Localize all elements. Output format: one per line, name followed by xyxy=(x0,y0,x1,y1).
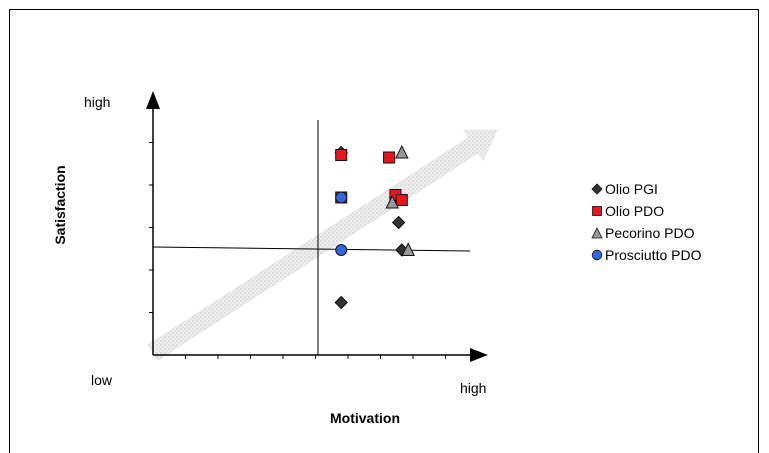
legend-label: Prosciutto PDO xyxy=(605,247,702,263)
x-axis-title: Motivation xyxy=(330,410,400,426)
point-prosciutto-pdo xyxy=(335,244,348,256)
legend-item-prosciutto-pdo: Prosciutto PDO xyxy=(591,244,701,266)
trend-arrow xyxy=(147,129,498,361)
x-axis-arrowhead xyxy=(470,348,488,362)
legend-label: Pecorino PDO xyxy=(605,225,695,241)
legend-label: Olio PDO xyxy=(605,203,665,219)
legend-marker-circle xyxy=(591,249,603,261)
quadrant-horizontal-line xyxy=(152,246,471,252)
point-prosciutto-pdo xyxy=(335,191,348,204)
legend-item-pecorino-pdo: Pecorino PDO xyxy=(591,222,701,244)
y-axis-arrowhead xyxy=(146,91,160,109)
x-axis-high-label: high xyxy=(460,380,487,396)
point-pecorino-pdo xyxy=(401,242,416,256)
y-axis-title: Satisfaction xyxy=(52,165,68,245)
legend-item-olio-pgi: Olio PGI xyxy=(591,178,701,200)
point-olio-pgi xyxy=(391,215,406,230)
legend-marker-triangle xyxy=(591,227,603,239)
legend-item-olio-pdo: Olio PDO xyxy=(591,200,701,222)
legend-label: Olio PGI xyxy=(605,181,658,197)
chart-frame xyxy=(9,9,759,453)
legend-marker-square xyxy=(592,206,602,216)
point-pecorino-pdo xyxy=(395,144,409,159)
point-olio-pdo xyxy=(383,151,396,164)
point-olio-pdo xyxy=(395,194,408,206)
legend-marker-diamond xyxy=(591,183,603,195)
point-olio-pdo xyxy=(335,149,348,161)
point-pecorino-pdo xyxy=(385,194,400,209)
legend: Olio PGI Olio PDO Pecorino PDO Prosciutto P… xyxy=(591,178,701,266)
point-olio-pgi xyxy=(334,295,348,310)
x-axis-low-label: low xyxy=(91,372,113,388)
y-axis-high-label: high xyxy=(84,94,111,110)
